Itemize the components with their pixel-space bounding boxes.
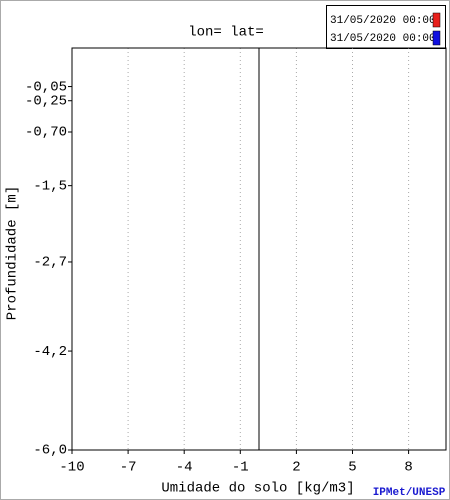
legend-box — [326, 5, 446, 49]
x-tick-label: -10 — [59, 460, 84, 476]
x-tick-label: 2 — [292, 460, 300, 476]
y-axis-label: Profundidade [m] — [5, 186, 21, 320]
x-tick-label: 8 — [404, 460, 412, 476]
x-axis-label: Umidade do solo [kg/m3] — [161, 481, 354, 497]
y-tick-label: -4,2 — [33, 344, 67, 360]
x-tick-label: -7 — [120, 460, 137, 476]
legend-label: 31/05/2020 00:00 — [330, 33, 436, 45]
y-tick-label: -1,5 — [33, 178, 67, 194]
x-tick-label: -4 — [176, 460, 193, 476]
x-tick-label: 5 — [348, 460, 356, 476]
y-tick-label: -0,70 — [25, 125, 67, 141]
y-tick-label: -0,05 — [25, 79, 67, 95]
chart-title: lon= lat= — [188, 25, 264, 41]
legend-swatch — [432, 30, 441, 46]
y-tick-label: -0,25 — [25, 93, 67, 109]
legend-swatch — [432, 12, 441, 28]
legend-label: 31/05/2020 00:00 — [330, 15, 436, 27]
x-tick-label: -1 — [232, 460, 249, 476]
y-tick-label: -6,0 — [33, 443, 67, 459]
y-tick-label: -2,7 — [33, 255, 67, 271]
credit: IPMet/UNESP — [373, 487, 446, 499]
